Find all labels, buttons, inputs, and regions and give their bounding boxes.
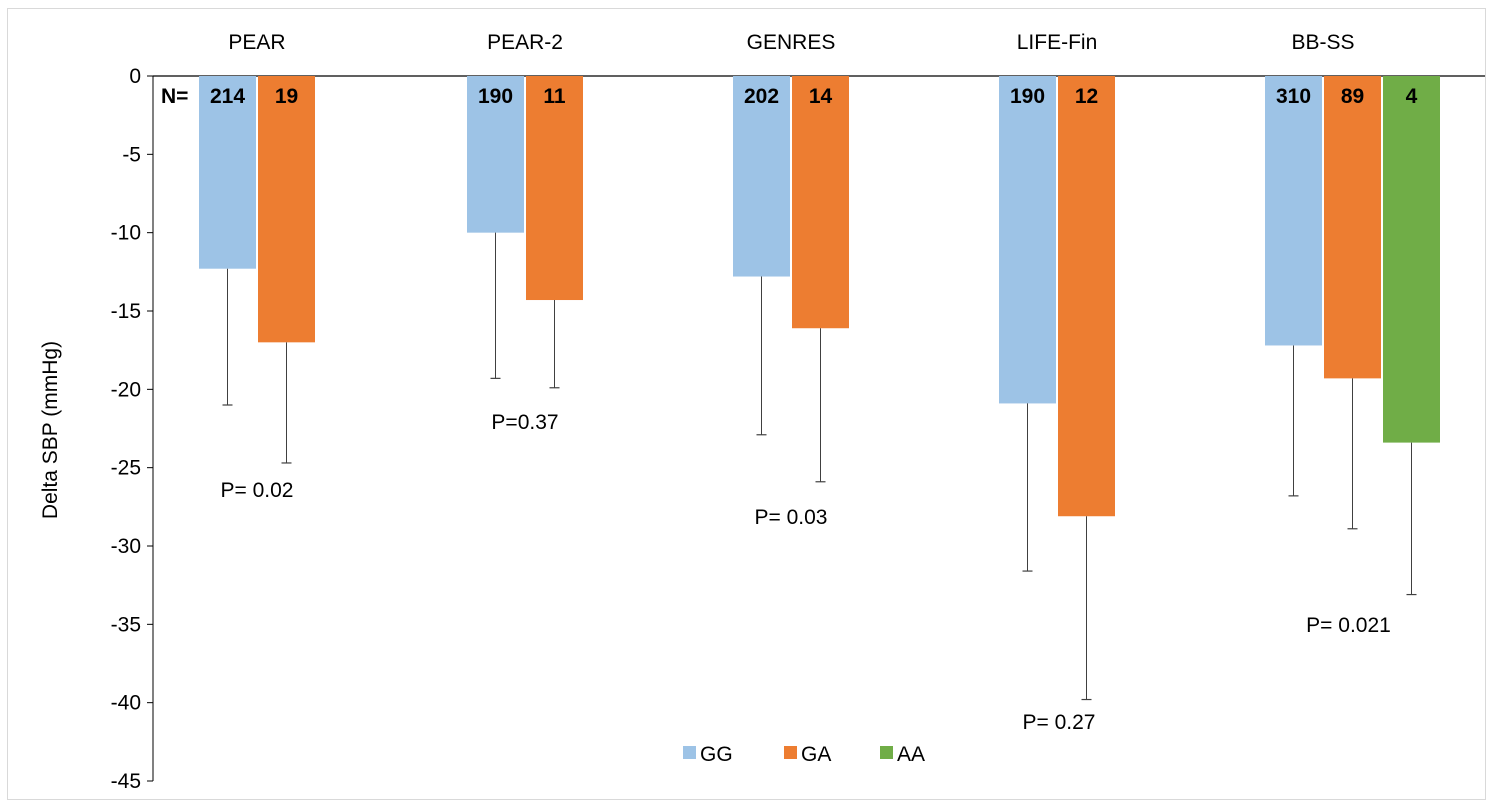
y-tick-label: -5 <box>122 143 141 166</box>
n-label: 202 <box>744 85 779 108</box>
legend-label: AA <box>897 743 925 766</box>
bar-gg <box>733 76 790 277</box>
legend-label: GA <box>801 743 831 766</box>
bar-ga <box>792 76 849 329</box>
y-tick-label: -40 <box>111 692 141 715</box>
bar-aa <box>1383 76 1440 443</box>
n-label: 214 <box>210 85 245 108</box>
legend-swatch-ga <box>784 746 797 759</box>
category-label: GENRES <box>747 31 836 54</box>
category-label: LIFE-Fin <box>1017 31 1098 54</box>
y-tick-label: 0 <box>129 65 141 88</box>
n-label: 19 <box>275 85 298 108</box>
y-tick-label: -45 <box>111 770 141 793</box>
y-tick-label: -35 <box>111 613 141 636</box>
axes: 0 -5 -10 -15 -20 -25 -30 -35 -40 -45 <box>111 65 1485 793</box>
legend-swatch-aa <box>880 746 893 759</box>
n-label: 12 <box>1075 85 1098 108</box>
bars <box>199 76 1440 701</box>
category-label: PEAR <box>228 31 285 54</box>
bar-ga <box>526 76 583 301</box>
n-label: 14 <box>809 85 833 108</box>
y-axis-label: Delta SBP (mmHg) <box>39 341 62 519</box>
n-label: 310 <box>1276 85 1311 108</box>
y-tick-label: -25 <box>111 457 141 480</box>
y-tick-label: -15 <box>111 300 141 323</box>
category-label: BB-SS <box>1291 31 1354 54</box>
legend-swatch-gg <box>683 746 696 759</box>
y-tick-label: -20 <box>111 378 141 401</box>
bar-ga <box>258 76 315 343</box>
p-value-label: P= 0.02 <box>221 479 294 502</box>
n-label: 190 <box>478 85 513 108</box>
bar-ga <box>1324 76 1381 379</box>
p-value-label: P= 0.021 <box>1306 614 1391 637</box>
p-value-label: P=0.37 <box>491 411 558 434</box>
labels: PEAR 214 19 P= 0.02 PEAR-2 190 11 P=0.37 GENRES 2… <box>161 31 1418 734</box>
n-label: 11 <box>543 85 566 108</box>
y-tick-label: -10 <box>111 222 141 245</box>
bar-gg <box>999 76 1056 404</box>
n-label: 4 <box>1406 85 1418 108</box>
p-value-label: P= 0.03 <box>755 506 828 529</box>
bar-gg <box>199 76 256 269</box>
p-value-label: P= 0.27 <box>1023 711 1096 734</box>
bar-ga <box>1058 76 1115 517</box>
y-tick-label: -30 <box>111 535 141 558</box>
category-label: PEAR-2 <box>487 31 563 54</box>
n-prefix-label: N= <box>161 85 188 108</box>
bar-gg <box>1265 76 1322 346</box>
legend-label: GG <box>700 743 733 766</box>
legend: GG GA AA <box>683 743 925 766</box>
n-label: 89 <box>1341 85 1364 108</box>
bar-gg <box>467 76 524 233</box>
n-label: 190 <box>1010 85 1045 108</box>
